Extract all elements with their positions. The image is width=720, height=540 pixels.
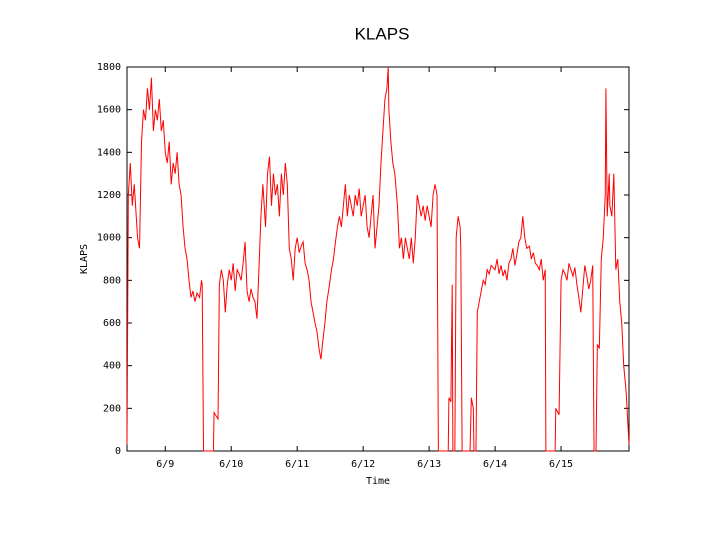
y-tick-label: 600 (103, 318, 121, 329)
x-tick-label: 6/15 (549, 459, 573, 470)
x-axis-label: Time (366, 476, 390, 487)
y-tick-label: 1800 (97, 62, 121, 73)
y-tick-label: 800 (103, 275, 121, 286)
x-tick-label: 6/9 (156, 459, 174, 470)
y-tick-label: 1400 (97, 147, 121, 158)
y-axis-label: KLAPS (79, 244, 90, 274)
data-line (126, 66, 630, 452)
x-tick-label: 6/10 (219, 459, 243, 470)
plot-frame (126, 66, 630, 452)
y-tick-label: 1200 (97, 190, 121, 201)
y-tick-label: 0 (115, 446, 121, 457)
x-tick-label: 6/12 (351, 459, 375, 470)
y-tick-label: 1600 (97, 105, 121, 116)
x-tick-label: 6/13 (417, 459, 441, 470)
chart-title: KLAPS (355, 24, 410, 43)
y-tick-label: 1000 (97, 233, 121, 244)
y-tick-label: 200 (103, 403, 121, 414)
x-tick-label: 6/14 (483, 459, 507, 470)
x-tick-label: 6/11 (285, 459, 309, 470)
y-tick-label: 400 (103, 361, 121, 372)
